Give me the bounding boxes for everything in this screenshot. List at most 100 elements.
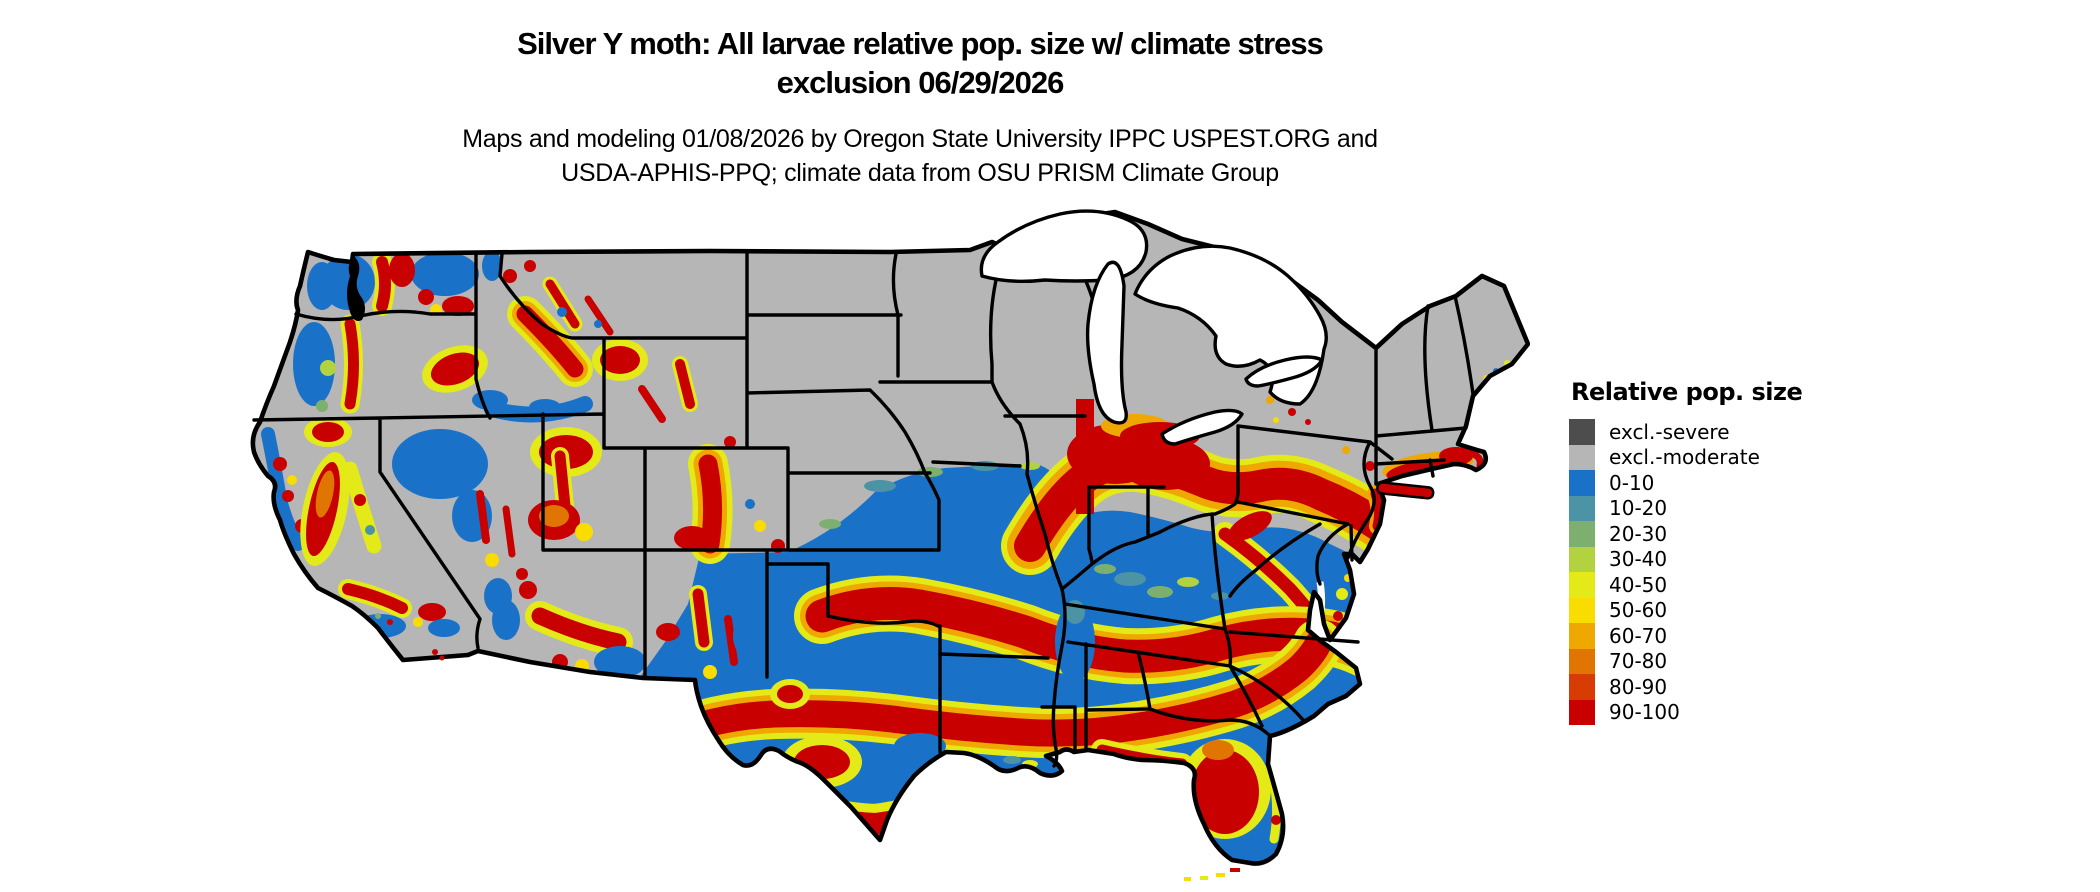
subtitle-line-1: Maps and modeling 01/08/2026 by Oregon S…	[462, 125, 1378, 153]
legend-item: 70-80	[1569, 648, 1802, 674]
w-utah-orange	[539, 505, 569, 527]
speck	[1177, 577, 1199, 587]
puget-sound	[347, 256, 365, 321]
speck	[1094, 564, 1116, 574]
se-az-blue	[594, 646, 646, 678]
cape-cod-red	[1466, 449, 1484, 470]
speck	[864, 480, 896, 492]
speck	[418, 289, 434, 305]
speck	[1333, 611, 1343, 621]
page-title: Silver Y moth: All larvae relative pop. …	[0, 24, 1840, 102]
legend-item: 30-40	[1569, 546, 1802, 572]
us-map-svg	[250, 209, 1530, 881]
nm-range-red	[692, 588, 710, 648]
legend-label: 60-70	[1609, 623, 1668, 648]
speck	[519, 581, 537, 599]
great-lakes	[979, 209, 1328, 446]
legend-item: 80-90	[1569, 674, 1802, 700]
ne-ca-red	[312, 422, 344, 442]
legend-swatch-60-70	[1569, 623, 1595, 649]
speck	[662, 652, 694, 676]
legend-label: 20-30	[1609, 521, 1668, 546]
speck	[1020, 462, 1040, 470]
w-or-blue	[293, 322, 335, 406]
legend-item: 0-10	[1569, 470, 1802, 496]
legend-label: 50-60	[1609, 598, 1668, 623]
nv-range-red	[476, 490, 490, 544]
n-indiana-red	[1120, 438, 1210, 490]
legend-label: excl.-severe	[1609, 419, 1730, 444]
speck	[703, 665, 717, 679]
speck	[316, 400, 328, 412]
sanjuan-red	[674, 526, 710, 550]
speck	[1003, 756, 1021, 764]
raster-layers	[252, 212, 1528, 864]
speck	[745, 499, 755, 509]
lake-superior	[979, 209, 1149, 284]
nm-range-red2	[724, 615, 738, 666]
speck	[282, 490, 294, 502]
legend-label: 70-80	[1609, 649, 1668, 674]
speck	[354, 494, 366, 506]
idaho-red	[516, 305, 584, 378]
speck	[365, 525, 375, 535]
e-nm-blue	[733, 610, 777, 662]
legend-swatch-10-20	[1569, 495, 1595, 521]
houston-blue	[894, 733, 946, 759]
legend-label: 0-10	[1609, 470, 1655, 495]
legend-title: Relative pop. size	[1571, 378, 1803, 406]
legend-label: 90-100	[1609, 700, 1680, 725]
ne-wa-blue	[411, 252, 479, 296]
title-line-1: Silver Y moth: All larvae relative pop. …	[517, 26, 1324, 61]
band-gulf-red	[654, 630, 1332, 750]
legend-swatch-50-60	[1569, 597, 1595, 623]
wv-red	[1228, 511, 1272, 541]
central-valley-orange	[315, 470, 335, 518]
legend: Relative pop. size excl.-severe excl.-mod…	[1569, 378, 1803, 725]
legend-item: excl.-moderate	[1569, 444, 1802, 470]
speck	[1273, 417, 1279, 423]
speck	[413, 617, 423, 627]
speck	[1336, 588, 1348, 600]
legend-rows: excl.-severe excl.-moderate 0-10 10-20 20-30…	[1569, 419, 1802, 725]
nv-range-red2	[502, 505, 516, 558]
co-rockies-red	[698, 454, 723, 554]
speck	[656, 623, 680, 641]
legend-item: 50-60	[1569, 597, 1802, 623]
legend-swatch-90-100	[1569, 699, 1595, 725]
speck	[485, 553, 499, 567]
speck	[575, 523, 593, 541]
title-line-2: exclusion 06/29/2026	[776, 65, 1065, 100]
mojave-red	[418, 603, 446, 621]
mogollon-red	[531, 607, 627, 651]
long-island	[1376, 481, 1435, 500]
speck	[754, 520, 766, 532]
speck	[557, 307, 567, 317]
or-cascades-red	[344, 318, 359, 410]
speck	[1342, 446, 1350, 454]
legend-label: 10-20	[1609, 496, 1668, 521]
windriver-red	[638, 385, 666, 423]
boston-red	[1439, 447, 1473, 465]
legend-label: 30-40	[1609, 547, 1668, 572]
speck	[482, 251, 502, 281]
legend-swatch-excl-severe	[1569, 419, 1595, 445]
speck	[1288, 408, 1296, 416]
speck	[516, 568, 528, 580]
us-outline	[250, 209, 1530, 866]
ca-coast-blue	[261, 427, 305, 551]
us-map	[230, 164, 1530, 890]
subtitle-line-2: USDA-APHIS-PPQ; climate data from OSU PR…	[561, 159, 1279, 187]
sierra-yellow	[342, 461, 382, 554]
wtx-red	[777, 685, 803, 703]
w-az-blue	[492, 600, 520, 640]
legend-item: 10-20	[1569, 495, 1802, 521]
florida-orange	[1202, 740, 1234, 760]
bighorn-red	[675, 359, 695, 409]
legend-swatch-20-30	[1569, 521, 1595, 547]
speck	[524, 260, 536, 272]
n-cascades-red	[389, 253, 415, 287]
speck	[594, 320, 602, 328]
se-wa-red	[442, 296, 474, 316]
legend-label: 40-50	[1609, 572, 1668, 597]
